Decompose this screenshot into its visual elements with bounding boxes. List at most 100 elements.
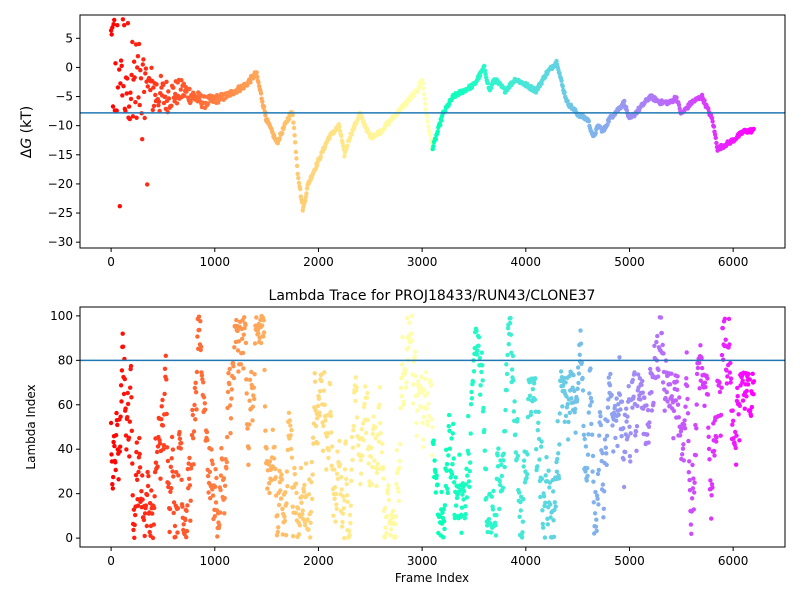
lambda-point xyxy=(671,436,676,441)
lambda-point xyxy=(533,376,538,381)
lambda-point xyxy=(534,447,539,452)
dg-point xyxy=(586,119,591,124)
lambda-point xyxy=(463,512,468,517)
lambda-point xyxy=(227,403,233,408)
lambda-point xyxy=(747,377,752,382)
lambda-point xyxy=(370,464,375,470)
lambda-point xyxy=(416,379,421,384)
dg-point xyxy=(565,99,570,104)
lambda-point xyxy=(464,495,470,500)
lambda-point xyxy=(252,341,258,346)
dg-point xyxy=(117,204,123,209)
dg-point xyxy=(150,107,155,113)
lambda-point xyxy=(372,458,377,463)
lambda-point xyxy=(488,530,494,535)
lambda-point xyxy=(518,508,523,513)
lambda-y-tick-label: 0 xyxy=(65,531,73,545)
lambda-point xyxy=(590,432,595,437)
lambda-point xyxy=(145,483,151,489)
lambda-point xyxy=(605,418,610,424)
lambda-point xyxy=(583,444,589,449)
dg-point xyxy=(674,95,679,100)
lambda-point xyxy=(127,454,132,459)
lambda-point xyxy=(709,516,714,521)
lambda-point xyxy=(284,469,290,474)
lambda-point xyxy=(222,495,227,501)
lambda-point xyxy=(554,469,560,474)
lambda-point xyxy=(744,394,749,399)
lambda-x-tick-label: 1000 xyxy=(200,554,231,568)
lambda-point xyxy=(708,478,713,483)
lambda-point xyxy=(198,347,203,353)
lambda-point xyxy=(397,465,402,470)
lambda-point xyxy=(288,423,293,428)
lambda-point xyxy=(236,369,241,374)
lambda-point xyxy=(340,511,346,516)
dg-point xyxy=(712,132,718,137)
lambda-point xyxy=(634,424,640,429)
lambda-point xyxy=(572,388,577,394)
lambda-point xyxy=(344,493,350,498)
lambda-point xyxy=(125,390,130,396)
lambda-point xyxy=(394,481,399,487)
lambda-point xyxy=(135,503,141,508)
lambda-point xyxy=(300,512,305,517)
lambda-point xyxy=(582,436,587,442)
lambda-point xyxy=(619,434,624,439)
lambda-point xyxy=(635,403,640,409)
lambda-point xyxy=(669,371,674,376)
dg-point xyxy=(562,90,567,95)
dg-x-tick-label: 4000 xyxy=(511,255,542,269)
dg-point xyxy=(426,124,431,129)
lambda-point xyxy=(342,535,347,541)
lambda-point xyxy=(173,534,178,540)
lambda-point xyxy=(141,517,147,523)
lambda-point xyxy=(674,379,679,384)
lambda-point xyxy=(424,406,429,411)
lambda-point xyxy=(680,446,686,451)
dg-point xyxy=(433,136,438,142)
lambda-point xyxy=(614,418,619,423)
lambda-point xyxy=(365,417,370,423)
lambda-point xyxy=(441,535,446,540)
lambda-point xyxy=(501,458,506,463)
dg-point xyxy=(286,116,292,122)
lambda-point xyxy=(683,404,688,409)
lambda-point xyxy=(333,519,338,524)
lambda-point xyxy=(543,473,548,478)
lambda-x-tick-label: 5000 xyxy=(614,554,645,568)
lambda-point xyxy=(149,488,154,493)
lambda-x-tick-label: 3000 xyxy=(407,554,438,568)
lambda-point xyxy=(479,369,484,375)
lambda-point xyxy=(122,376,128,382)
lambda-point xyxy=(711,448,717,454)
lambda-point xyxy=(617,355,622,360)
lambda-point xyxy=(728,380,733,385)
dg-point xyxy=(424,114,430,119)
lambda-point xyxy=(188,498,193,503)
lambda-point xyxy=(604,462,609,468)
lambda-point xyxy=(517,514,522,519)
lambda-point xyxy=(246,462,251,467)
dg-point xyxy=(296,175,301,181)
lambda-point xyxy=(409,313,414,319)
lambda-point xyxy=(543,500,548,505)
lambda-point xyxy=(503,407,508,413)
lambda-point xyxy=(407,320,412,325)
lambda-point xyxy=(659,330,664,336)
lambda-point xyxy=(520,530,525,535)
lambda-point xyxy=(344,476,349,482)
lambda-point xyxy=(398,442,403,447)
lambda-point xyxy=(350,457,355,463)
lambda-point xyxy=(403,368,408,373)
lambda-point xyxy=(313,423,319,429)
dg-point xyxy=(117,67,122,72)
lambda-point xyxy=(163,353,168,358)
lambda-point xyxy=(289,427,294,433)
lambda-point xyxy=(699,365,705,371)
lambda-point xyxy=(294,490,299,496)
lambda-point xyxy=(606,397,611,402)
lambda-point xyxy=(539,444,544,449)
lambda-point xyxy=(218,510,223,515)
lambda-point xyxy=(332,467,337,472)
